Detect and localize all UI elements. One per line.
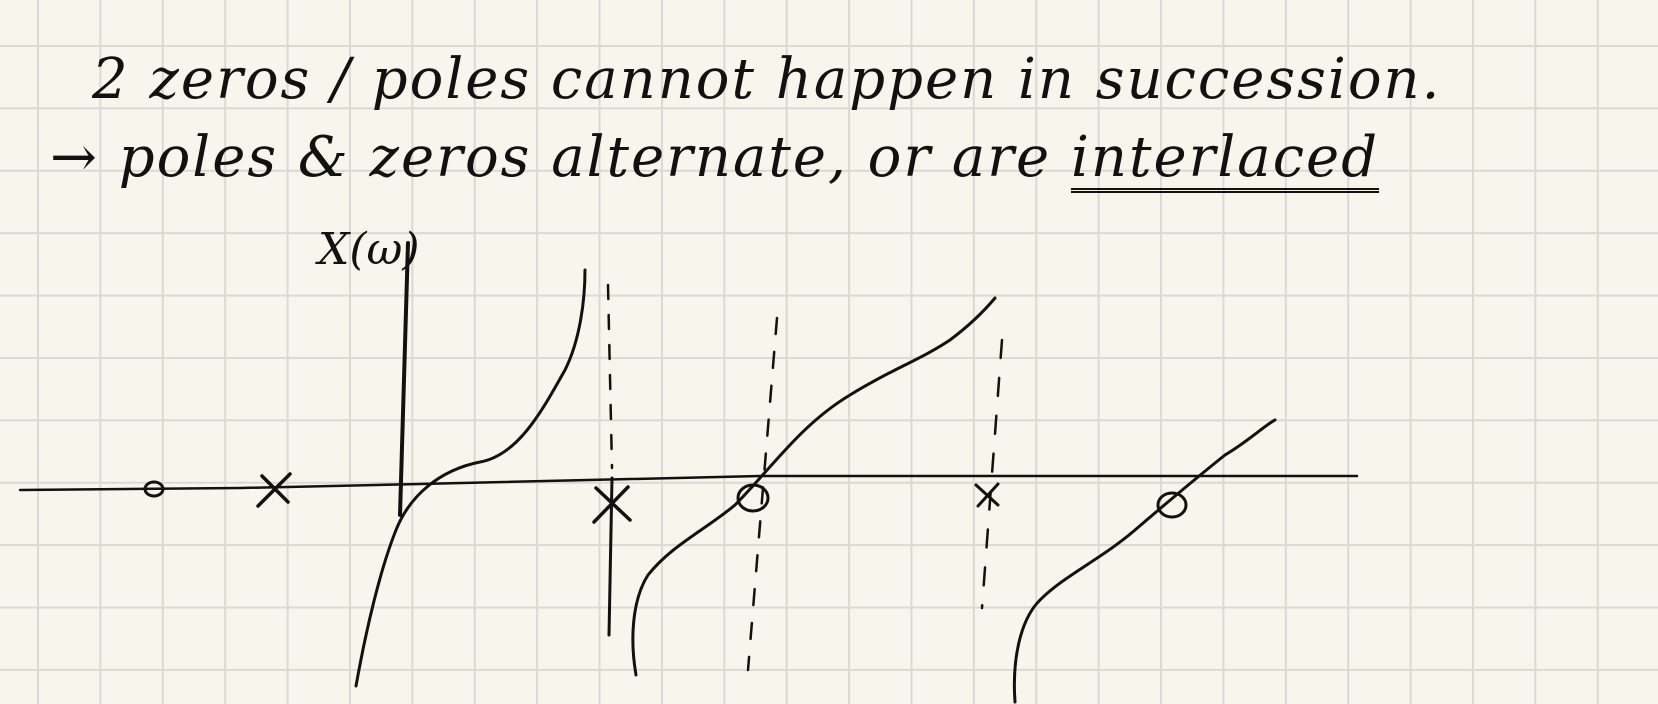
reactance-branch-1 xyxy=(354,268,587,688)
pole-marker-1 xyxy=(256,472,292,508)
note-line-1: 2 zeros / poles cannot happen in success… xyxy=(92,47,1442,112)
pole-marker-3 xyxy=(974,482,1000,508)
zero-marker-1 xyxy=(143,480,165,498)
note-line-2: → poles & zeros alternate, or are interl… xyxy=(50,130,1379,186)
zero-marker-3 xyxy=(1156,491,1188,519)
asymptote-1 xyxy=(606,283,614,470)
reactance-branch-3 xyxy=(1012,418,1277,704)
x-axis xyxy=(18,474,1359,492)
note-line-2-text: → poles & zeros alternate, or are xyxy=(50,125,1052,190)
zero-marker-2 xyxy=(736,483,770,513)
note-emphasis: interlaced xyxy=(1071,125,1380,190)
pole-marker-2 xyxy=(592,485,632,524)
asymptote-2 xyxy=(980,338,1004,610)
y-axis-label: X(ω) xyxy=(318,224,420,275)
zero-guide-1 xyxy=(746,316,779,672)
reactance-branch-2 xyxy=(631,296,997,677)
y-axis xyxy=(398,241,410,517)
